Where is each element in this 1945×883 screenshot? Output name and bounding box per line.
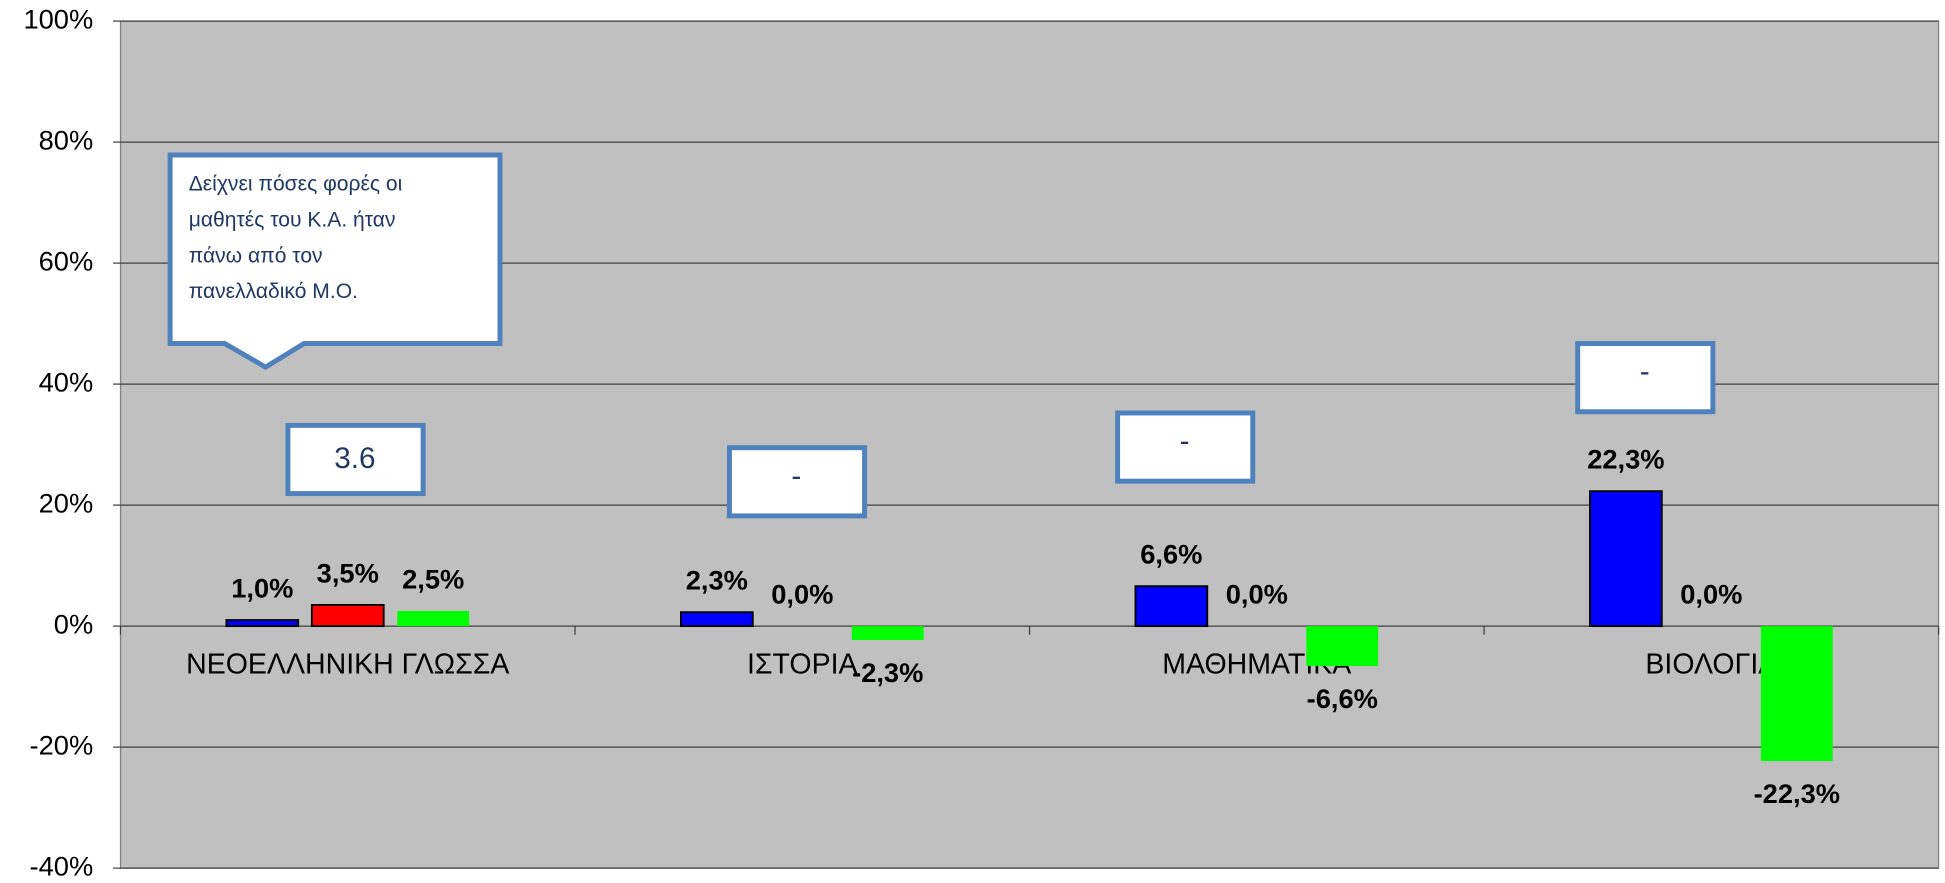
- bar: [225, 619, 300, 628]
- y-tick-label: 0%: [54, 608, 93, 639]
- callout-text: μαθητές του Κ.Α. ήταν: [189, 208, 396, 231]
- y-tick-label: 80%: [39, 124, 94, 155]
- y-tick-label: -20%: [30, 729, 94, 760]
- bar: [310, 604, 385, 628]
- value-label: 6,6%: [1140, 539, 1202, 570]
- y-tick-label: -40%: [30, 850, 94, 881]
- bar: [1760, 626, 1833, 762]
- y-tick-label: 100%: [23, 3, 93, 34]
- value-label: 0,0%: [1226, 579, 1288, 610]
- bar: [851, 626, 924, 641]
- bar: [1306, 626, 1379, 667]
- bar: [1134, 585, 1209, 628]
- y-tick-label: 20%: [39, 487, 94, 518]
- annotation-box: [1115, 410, 1256, 484]
- x-tick-label: ΙΣΤΟΡΙΑ: [747, 648, 858, 680]
- annotation-box: [1575, 341, 1716, 415]
- value-label: 2,3%: [686, 565, 748, 596]
- bar: [679, 611, 754, 628]
- annotation: -: [1640, 355, 1650, 388]
- y-tick-label: 40%: [39, 366, 94, 397]
- callout-text: πανελλαδικό Μ.Ο.: [189, 280, 358, 303]
- callout-text: πάνω από τον: [189, 244, 323, 267]
- callout-text: Δείχνει πόσες φορές οι: [189, 172, 403, 195]
- value-label: 0,0%: [771, 579, 833, 610]
- value-label: 2,5%: [402, 563, 464, 594]
- value-label: -6,6%: [1307, 683, 1378, 714]
- bar: [397, 610, 470, 627]
- value-label: 0,0%: [1680, 579, 1742, 610]
- value-label: 3,5%: [317, 557, 379, 588]
- x-tick-label: ΒΙΟΛΟΓΙΑ: [1645, 648, 1777, 680]
- x-tick-label: ΝΕΟΕΛΛΗΝΙΚΗ ΓΛΩΣΣΑ: [186, 648, 509, 680]
- callout-box: [167, 152, 503, 370]
- bar: [1589, 490, 1663, 628]
- annotation: 3.6: [334, 442, 375, 475]
- annotation: -: [1180, 425, 1190, 458]
- annotation-box: [726, 445, 868, 519]
- y-tick-label: 60%: [39, 245, 94, 276]
- value-label: -2,3%: [852, 657, 923, 688]
- value-label: 22,3%: [1587, 444, 1664, 475]
- annotation-box: [285, 422, 426, 497]
- value-label: 1,0%: [231, 572, 293, 603]
- annotation: -: [791, 459, 801, 492]
- value-label: -22,3%: [1754, 778, 1840, 809]
